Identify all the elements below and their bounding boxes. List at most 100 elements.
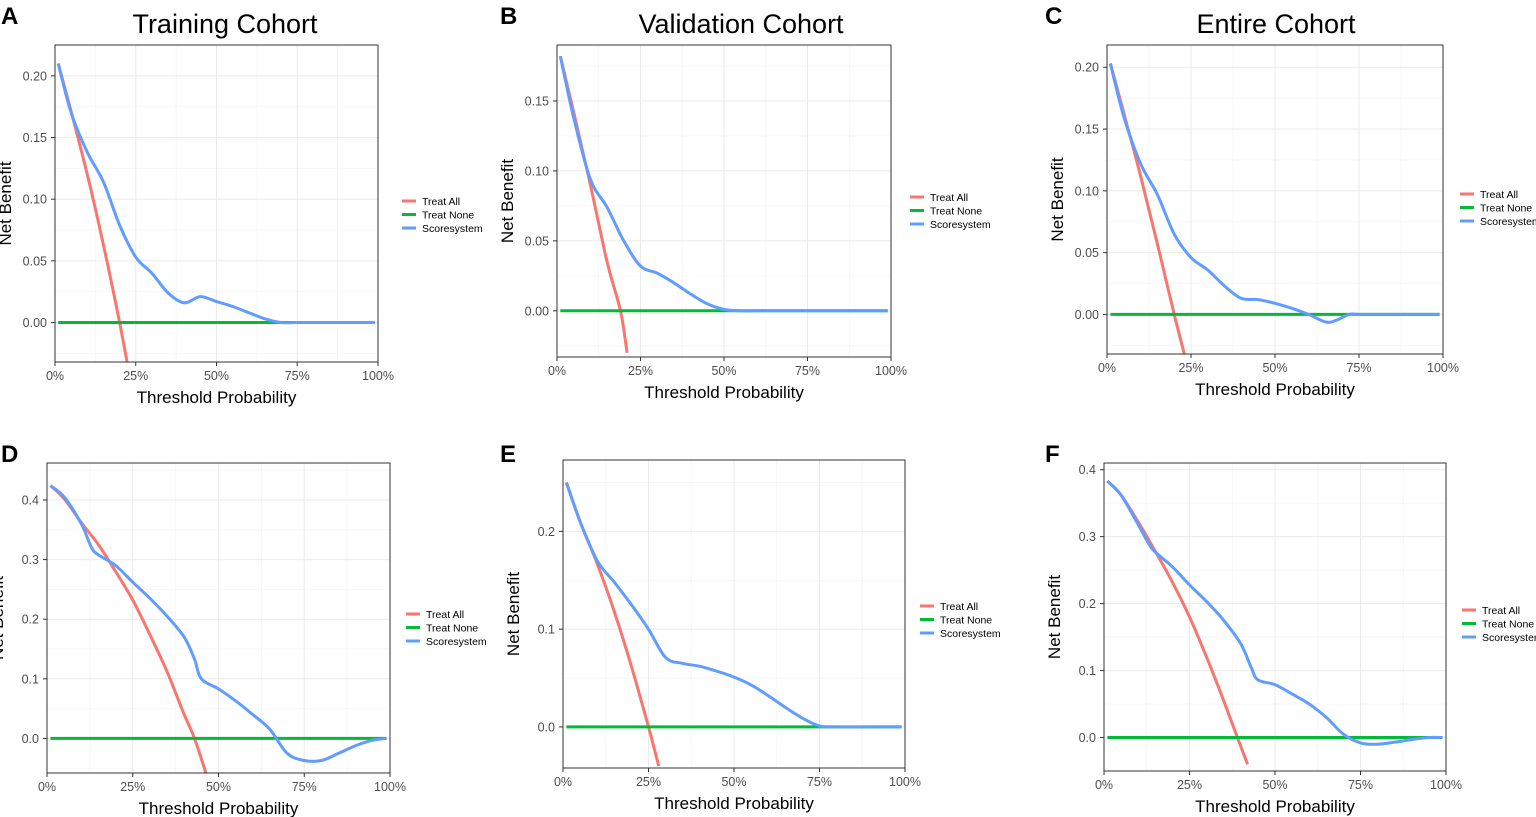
series-group-c: [1108, 63, 1440, 354]
x-tick-label-f: 75%: [1348, 778, 1373, 792]
y-axis-title-b: Net Benefit: [498, 159, 517, 243]
y-tick-label-e: 0.1: [538, 623, 555, 637]
x-tick-label-f: 50%: [1262, 778, 1287, 792]
x-tick-label-a: 100%: [362, 369, 394, 383]
legend-label-scoresystem-a: Scoresystem: [422, 223, 483, 235]
x-axis-title-e: Threshold Probability: [654, 794, 814, 813]
x-tick-label-f: 25%: [1177, 778, 1202, 792]
gridlines-d: [46, 463, 391, 773]
y-tick-label-a: 0.10: [23, 193, 47, 207]
y-tick-label-f: 0.4: [1079, 463, 1096, 477]
x-tick-label-f: 0%: [1095, 778, 1113, 792]
x-tick-label-f: 100%: [1430, 778, 1462, 792]
series-group-d: [49, 484, 387, 773]
y-tick-label-d: 0.0: [22, 732, 39, 746]
panel-d: D 0% 25% 50% 75% 100% 0.0 0.1 0.2 0.3 0.4 Threshold…: [0, 441, 487, 817]
panel-letter-a: A: [1, 3, 18, 30]
y-axis-title-a: Net Benefit: [0, 161, 15, 245]
gridlines-f: [1103, 463, 1447, 772]
y-tick-label-d: 0.3: [22, 553, 39, 567]
x-tick-label-b: 75%: [795, 364, 820, 378]
y-tick-label-d: 0.1: [22, 672, 39, 686]
legend-label-treat-all-b: Treat All: [930, 192, 968, 204]
x-tick-label-c: 0%: [1098, 361, 1116, 375]
legend-label-treat-none-a: Treat None: [422, 209, 474, 221]
y-tick-label-e: 0.2: [538, 525, 555, 539]
x-tick-label-a: 50%: [204, 369, 229, 383]
legend-label-treat-none-c: Treat None: [1480, 202, 1532, 214]
x-tick-label-e: 50%: [721, 775, 746, 789]
y-tick-label-d: 0.4: [22, 493, 39, 507]
x-tick-label-a: 75%: [285, 369, 310, 383]
series-group-b: [558, 55, 888, 354]
y-tick-label-e: 0.0: [538, 720, 555, 734]
legend-label-scoresystem-f: Scoresystem: [1482, 632, 1536, 644]
panel-b: B Validation Cohort 0% 25% 50% 75% 100% 0.00 0.0…: [498, 3, 991, 402]
y-tick-label-b: 0.05: [525, 234, 549, 248]
x-tick-label-a: 0%: [46, 369, 64, 383]
panel-c: C Entire Cohort 0% 25% 50% 75% 100% 0.00 0.05 0.1…: [1045, 3, 1536, 399]
x-tick-label-e: 100%: [889, 775, 921, 789]
panel-title-c: Entire Cohort: [1196, 9, 1356, 39]
y-tick-label-f: 0.0: [1079, 731, 1096, 745]
legend-label-scoresystem-b: Scoresystem: [930, 219, 991, 231]
legend-label-scoresystem-d: Scoresystem: [426, 636, 487, 648]
y-tick-label-c: 0.00: [1075, 308, 1099, 322]
panel-letter-d: D: [1, 441, 18, 468]
x-tick-label-e: 0%: [554, 775, 572, 789]
x-axis-title-f: Threshold Probability: [1195, 797, 1355, 816]
y-tick-label-a: 0.00: [23, 316, 47, 330]
series-group-e: [564, 481, 902, 767]
y-axis-title-d: Net Benefit: [0, 576, 7, 660]
x-tick-label-b: 100%: [875, 364, 907, 378]
series-group-a: [56, 63, 375, 362]
y-tick-label-f: 0.1: [1079, 664, 1096, 678]
panel-e: E 0% 25% 50% 75% 100% 0.0 0.1 0.2 Threshold Proba…: [500, 441, 1001, 813]
y-axis-title-f: Net Benefit: [1045, 575, 1064, 659]
series-line-scoresystem-c: [1108, 63, 1440, 324]
y-tick-label-f: 0.2: [1079, 597, 1096, 611]
legend-label-treat-none-f: Treat None: [1482, 618, 1534, 630]
x-tick-label-c: 75%: [1346, 361, 1371, 375]
y-tick-label-a: 0.20: [23, 69, 47, 83]
legend-label-treat-all-a: Treat All: [422, 196, 460, 208]
x-tick-label-b: 50%: [711, 364, 736, 378]
legend-label-treat-all-f: Treat All: [1482, 605, 1520, 617]
y-tick-label-c: 0.10: [1075, 184, 1099, 198]
series-line-scoresystem-f: [1106, 480, 1443, 746]
x-tick-label-c: 50%: [1262, 361, 1287, 375]
x-tick-label-c: 25%: [1178, 361, 1203, 375]
series-group-f: [1106, 480, 1443, 765]
panel-letter-b: B: [500, 3, 517, 30]
x-tick-label-d: 0%: [38, 780, 56, 794]
gridlines-b: [556, 45, 892, 357]
x-axis-title-c: Threshold Probability: [1195, 380, 1355, 399]
panel-title-b: Validation Cohort: [638, 9, 844, 39]
series-line-scoresystem-d: [49, 484, 387, 763]
series-line-scoresystem-e: [564, 481, 902, 729]
x-tick-label-b: 0%: [548, 364, 566, 378]
y-tick-label-b: 0.00: [525, 304, 549, 318]
legend-label-treat-all-d: Treat All: [426, 609, 464, 621]
legend-label-treat-none-d: Treat None: [426, 622, 478, 634]
panel-f: F 0% 25% 50% 75% 100% 0.0 0.1 0.2 0.3 0.4 Threshold…: [1045, 441, 1536, 816]
y-axis-title-c: Net Benefit: [1048, 157, 1067, 241]
y-tick-label-c: 0.05: [1075, 246, 1099, 260]
x-tick-label-e: 25%: [636, 775, 661, 789]
series-line-scoresystem-b: [558, 55, 888, 313]
legend-label-treat-all-e: Treat All: [940, 601, 978, 613]
y-tick-label-a: 0.15: [23, 131, 47, 145]
y-tick-label-b: 0.10: [525, 164, 549, 178]
panel-letter-e: E: [500, 441, 516, 468]
panel-letter-c: C: [1045, 3, 1062, 30]
x-tick-label-d: 75%: [292, 780, 317, 794]
x-tick-label-b: 25%: [628, 364, 653, 378]
y-tick-label-d: 0.2: [22, 613, 39, 627]
panel-a: A Training Cohort 0% 25% 50% 75% 100% 0.00 0.05 0…: [0, 3, 483, 407]
y-tick-label-c: 0.15: [1075, 123, 1099, 137]
